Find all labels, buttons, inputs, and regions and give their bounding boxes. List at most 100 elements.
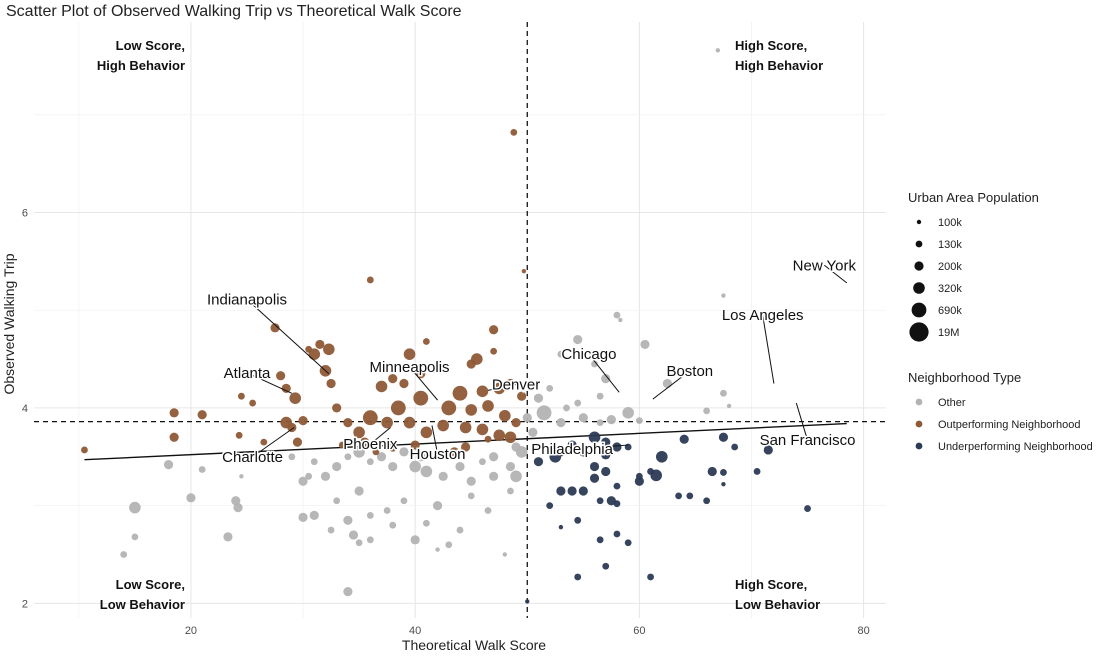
scatter-point-out [510,129,518,136]
scatter-point-other [618,317,623,323]
y-tick-label: 2 [22,598,28,610]
scatter-point-other [528,427,538,437]
scatter-point-other [445,541,453,549]
scatter-point-out [270,323,280,333]
axis-ticks: 20 40 60 80 2 4 6 [22,208,870,637]
city-label-leader [588,353,620,393]
scatter-point-other [129,501,141,514]
scatter-point-under [567,440,577,450]
city-label-leader [762,315,775,384]
scatter-point-out [388,442,398,452]
city-label-leader [431,425,439,454]
scatter-point-other [388,461,398,472]
scatter-point-out [521,268,527,274]
scatter-point-out [499,409,511,422]
scatter-point-out [413,390,429,406]
scatter-point-out [410,440,420,450]
scatter-point-other [591,360,598,368]
scatter-point-out [461,442,471,452]
city-labels: New York Los Angeles San Francisco Chicago B… [205,256,858,468]
scatter-point-out [504,431,517,444]
scatter-point-under [613,482,621,490]
scatter-point-other [622,407,634,419]
size-legend-swatch [909,322,929,342]
scatter-point-under [574,573,582,581]
size-legend-swatch [914,261,924,271]
quadrant-label-top-left: High Behavior [97,58,185,73]
scatter-point-out [81,446,88,454]
scatter-point-under [675,492,683,500]
scatter-point-under [721,481,726,487]
city-label-leader [487,383,517,391]
size-legend-swatch [911,302,927,318]
scatter-point-other [410,535,420,545]
city-label: Indianapolis [207,291,287,308]
scatter-point-other [467,492,475,500]
city-label: Atlanta [224,365,271,382]
scatter-point-other [489,471,499,481]
quadrant-label-bottom-right: High Score, [735,577,807,592]
chart-title: Scatter Plot of Observed Walking Trip vs… [6,3,462,20]
scatter-point-other [522,413,532,423]
city-label: Los Angeles [722,307,804,324]
scatter-point-under [589,461,600,472]
scatter-point-under [578,447,588,457]
scatter-point-other [366,458,374,466]
scatter-point-out [484,435,492,443]
scatter-point-other [420,465,433,478]
scatter-point-other [344,453,352,461]
city-label: Chicago [561,346,616,363]
scatter-point-under [624,539,632,547]
x-tick-label: 60 [633,625,645,637]
scatter-point-other [233,502,243,513]
scatter-point-other [163,460,174,470]
city-label-leader [246,299,330,375]
scatter-point-other [556,417,566,428]
scatter-point-out [441,400,457,416]
scatter-point-other [510,470,522,483]
scatter-point-under [556,486,566,496]
scatter-point-out [260,438,268,446]
scatter-point-other [288,453,296,461]
scatter-point-out [476,385,489,398]
scatter-point-out [459,421,472,434]
scatter-point-out [323,343,335,356]
city-label-leader [246,372,293,394]
scatter-point-under [596,536,604,544]
x-tick-label: 40 [409,625,421,637]
quadrant-label-top-left: Low Score, [116,38,185,53]
scatter-point-under [707,466,717,477]
y-tick-label: 6 [22,208,28,220]
scatter-point-under [601,437,611,447]
scatter-point-out [403,416,416,429]
scatter-point-other [445,453,453,461]
city-label-leader [824,264,848,284]
scatter-point-under [533,457,544,467]
scatter-point-out [366,276,374,284]
x-tick-label: 80 [857,625,869,637]
scatter-point-other [505,461,516,472]
color-legend-label: Underperforming Neighborhood [938,441,1093,453]
scatter-point-out [281,383,291,393]
size-legend-label: 320k [938,283,962,295]
scatter-point-out [511,417,521,428]
scatter-point-under [647,468,654,475]
scatter-point-other [343,587,353,597]
scatter-point-other [131,533,139,541]
scatter-point-out [482,400,494,412]
scatter-point-other [578,413,588,423]
scatter-point-under [601,466,611,477]
scatter-point-other [354,486,364,496]
scatter-point-under [613,530,621,538]
color-legend-label: Other [938,397,966,409]
scatter-point-other [546,384,554,392]
scatter-point-other [309,510,319,521]
scatter-point-other [409,460,421,473]
scatter-point-other [596,392,604,400]
scatter-point-other [536,405,552,421]
scatter-point-out [338,441,346,449]
scatter-point-out [362,410,378,426]
city-label: Charlotte [222,449,283,466]
scatter-point-other [574,399,582,407]
